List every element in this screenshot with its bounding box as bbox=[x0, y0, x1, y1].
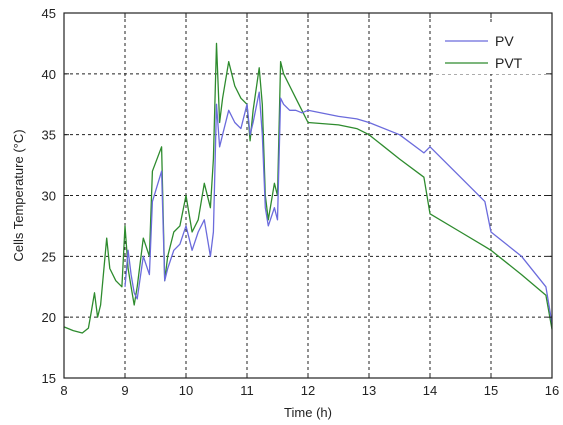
x-tick-label: 10 bbox=[179, 383, 193, 398]
series-line-pvt bbox=[63, 42, 553, 334]
legend-label-pvt: PVT bbox=[495, 55, 523, 71]
y-tick-label: 35 bbox=[42, 128, 56, 143]
tick-marks bbox=[63, 12, 553, 379]
y-tick-label: 45 bbox=[42, 6, 56, 21]
x-tick-label: 16 bbox=[545, 383, 559, 398]
x-tick-label: 8 bbox=[60, 383, 67, 398]
y-tick-label: 30 bbox=[42, 189, 56, 204]
legend-label-pv: PV bbox=[495, 33, 514, 49]
y-tick-label: 20 bbox=[42, 310, 56, 325]
series-lines bbox=[63, 42, 553, 334]
y-tick-label: 40 bbox=[42, 67, 56, 82]
y-tick-label: 15 bbox=[42, 371, 56, 386]
legend-box bbox=[436, 22, 546, 74]
x-tick-label: 14 bbox=[423, 383, 437, 398]
y-axis-label: Cells Temperature (°C) bbox=[11, 129, 26, 261]
y-tick-label: 25 bbox=[42, 249, 56, 264]
x-tick-label: 12 bbox=[301, 383, 315, 398]
x-tick-labels: 8 9 10 11 12 13 14 15 16 bbox=[60, 383, 559, 398]
x-tick-label: 15 bbox=[484, 383, 498, 398]
x-axis-label: Time (h) bbox=[284, 405, 332, 420]
y-tick-labels: 15 20 25 30 35 40 45 bbox=[42, 6, 56, 386]
x-tick-label: 11 bbox=[240, 383, 254, 398]
legend: PV PVT bbox=[436, 22, 546, 74]
x-tick-label: 9 bbox=[121, 383, 128, 398]
series-line-pv bbox=[124, 91, 553, 324]
x-tick-label: 13 bbox=[362, 383, 376, 398]
